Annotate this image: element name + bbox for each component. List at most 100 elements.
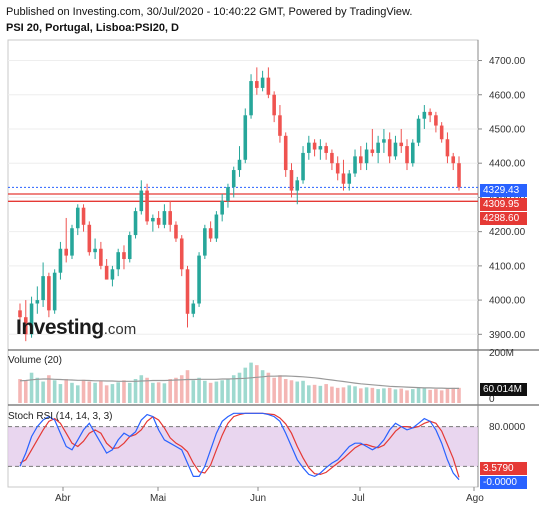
candle-body [237,159,242,171]
volume-bar [75,385,80,403]
symbol-title: PSI 20, Portugal, Lisboa:PSI20, D [6,22,179,34]
last-price-tag: 4329.43 [480,184,527,197]
volume-bar [191,380,196,403]
candle-body [191,303,196,314]
volume-bar [93,382,97,403]
candle-body [156,217,161,225]
candle-body [416,118,421,143]
candle-body [208,228,213,239]
candle-body [122,252,126,260]
volume-bar [289,380,294,403]
chart-frame [7,39,539,488]
volume-bar [35,377,40,403]
volume-bar [197,377,201,403]
candle-body [243,115,248,160]
candle-body [203,228,207,256]
candlesticks [18,67,461,342]
volume-bar [208,382,213,403]
candle-body [47,276,51,311]
candle-body [318,146,323,150]
candle-body [324,146,328,153]
candle-body [283,135,288,171]
price-tick-label: 4000.00 [489,296,526,307]
support-lines [8,186,478,202]
stoch-rsi-lines: 80.000020.0000 [8,412,526,481]
volume-bar [110,384,115,403]
stoch-d-tag: 3.5790 [480,462,527,475]
candle-body [335,163,340,174]
candle-body [231,170,236,188]
candle-body [451,156,456,164]
volume-bar [226,379,230,403]
candle-body [197,255,201,304]
volume-bar [41,381,45,403]
volume-bar [439,390,444,403]
volume-bar [249,362,253,403]
candle-body [23,317,28,335]
candle-body [312,142,317,150]
time-tick-label: Mai [150,493,166,504]
volume-bar [266,372,271,403]
candle-body [278,115,282,136]
support-tag-2: 4288.60 [480,212,527,225]
volume-bar [133,379,138,403]
time-tick-label: Jul [352,493,365,504]
volume-bar [260,370,265,403]
stoch-k-tag: -0.0000 [480,476,527,489]
volume-bar [312,384,317,403]
candle-body [370,149,375,153]
volume-bar [330,386,334,403]
volume-bar [335,387,340,403]
candle-body [428,111,432,116]
candle-body [70,228,74,256]
volume-bar [428,389,432,403]
volume-bar [179,375,184,403]
candle-body [266,77,271,95]
volume-bar [185,370,190,403]
volume-bar [145,377,149,403]
logo-brand: Investing [16,316,104,339]
volume-ma-path [19,375,459,389]
candle-body [289,170,294,191]
candle-body [249,81,253,116]
price-gridlines [8,60,478,335]
logo-tld: .com [103,321,137,338]
volume-bar [341,387,346,403]
candle-body [139,190,144,212]
candle-body [307,142,311,153]
candle-body [410,142,415,164]
volume-bars [18,362,461,403]
volume-bar [23,380,28,403]
candle-body [399,142,404,147]
candle-body [376,142,380,153]
candle-body [220,200,224,215]
candle-body [301,152,305,181]
price-tick-label: 4100.00 [489,261,526,272]
volume-bar [214,381,219,403]
candle-body [387,139,392,157]
volume-bar [301,380,305,403]
volume-bar [237,372,242,403]
volume-bar [116,382,120,403]
volume-bar [272,377,276,403]
volume-bar [29,372,34,403]
candle-body [179,238,184,270]
candle-body [405,146,409,164]
candle-body [18,310,22,318]
volume-ma-line: 200M 0 [19,348,514,405]
volume-bar [295,381,300,403]
stoch-k-line [19,412,460,481]
volume-panel-label: Volume (20) [8,355,62,366]
price-tick-label: 3900.00 [489,330,526,341]
volume-bar [168,379,172,403]
volume-bar [203,380,207,403]
volume-bar [139,375,144,403]
volume-bar [393,389,398,403]
candle-body [151,217,155,222]
volume-bar [18,379,22,403]
volume-bar [174,377,178,403]
candle-body [41,276,45,301]
candle-body [341,173,346,184]
candle-body [434,115,438,126]
